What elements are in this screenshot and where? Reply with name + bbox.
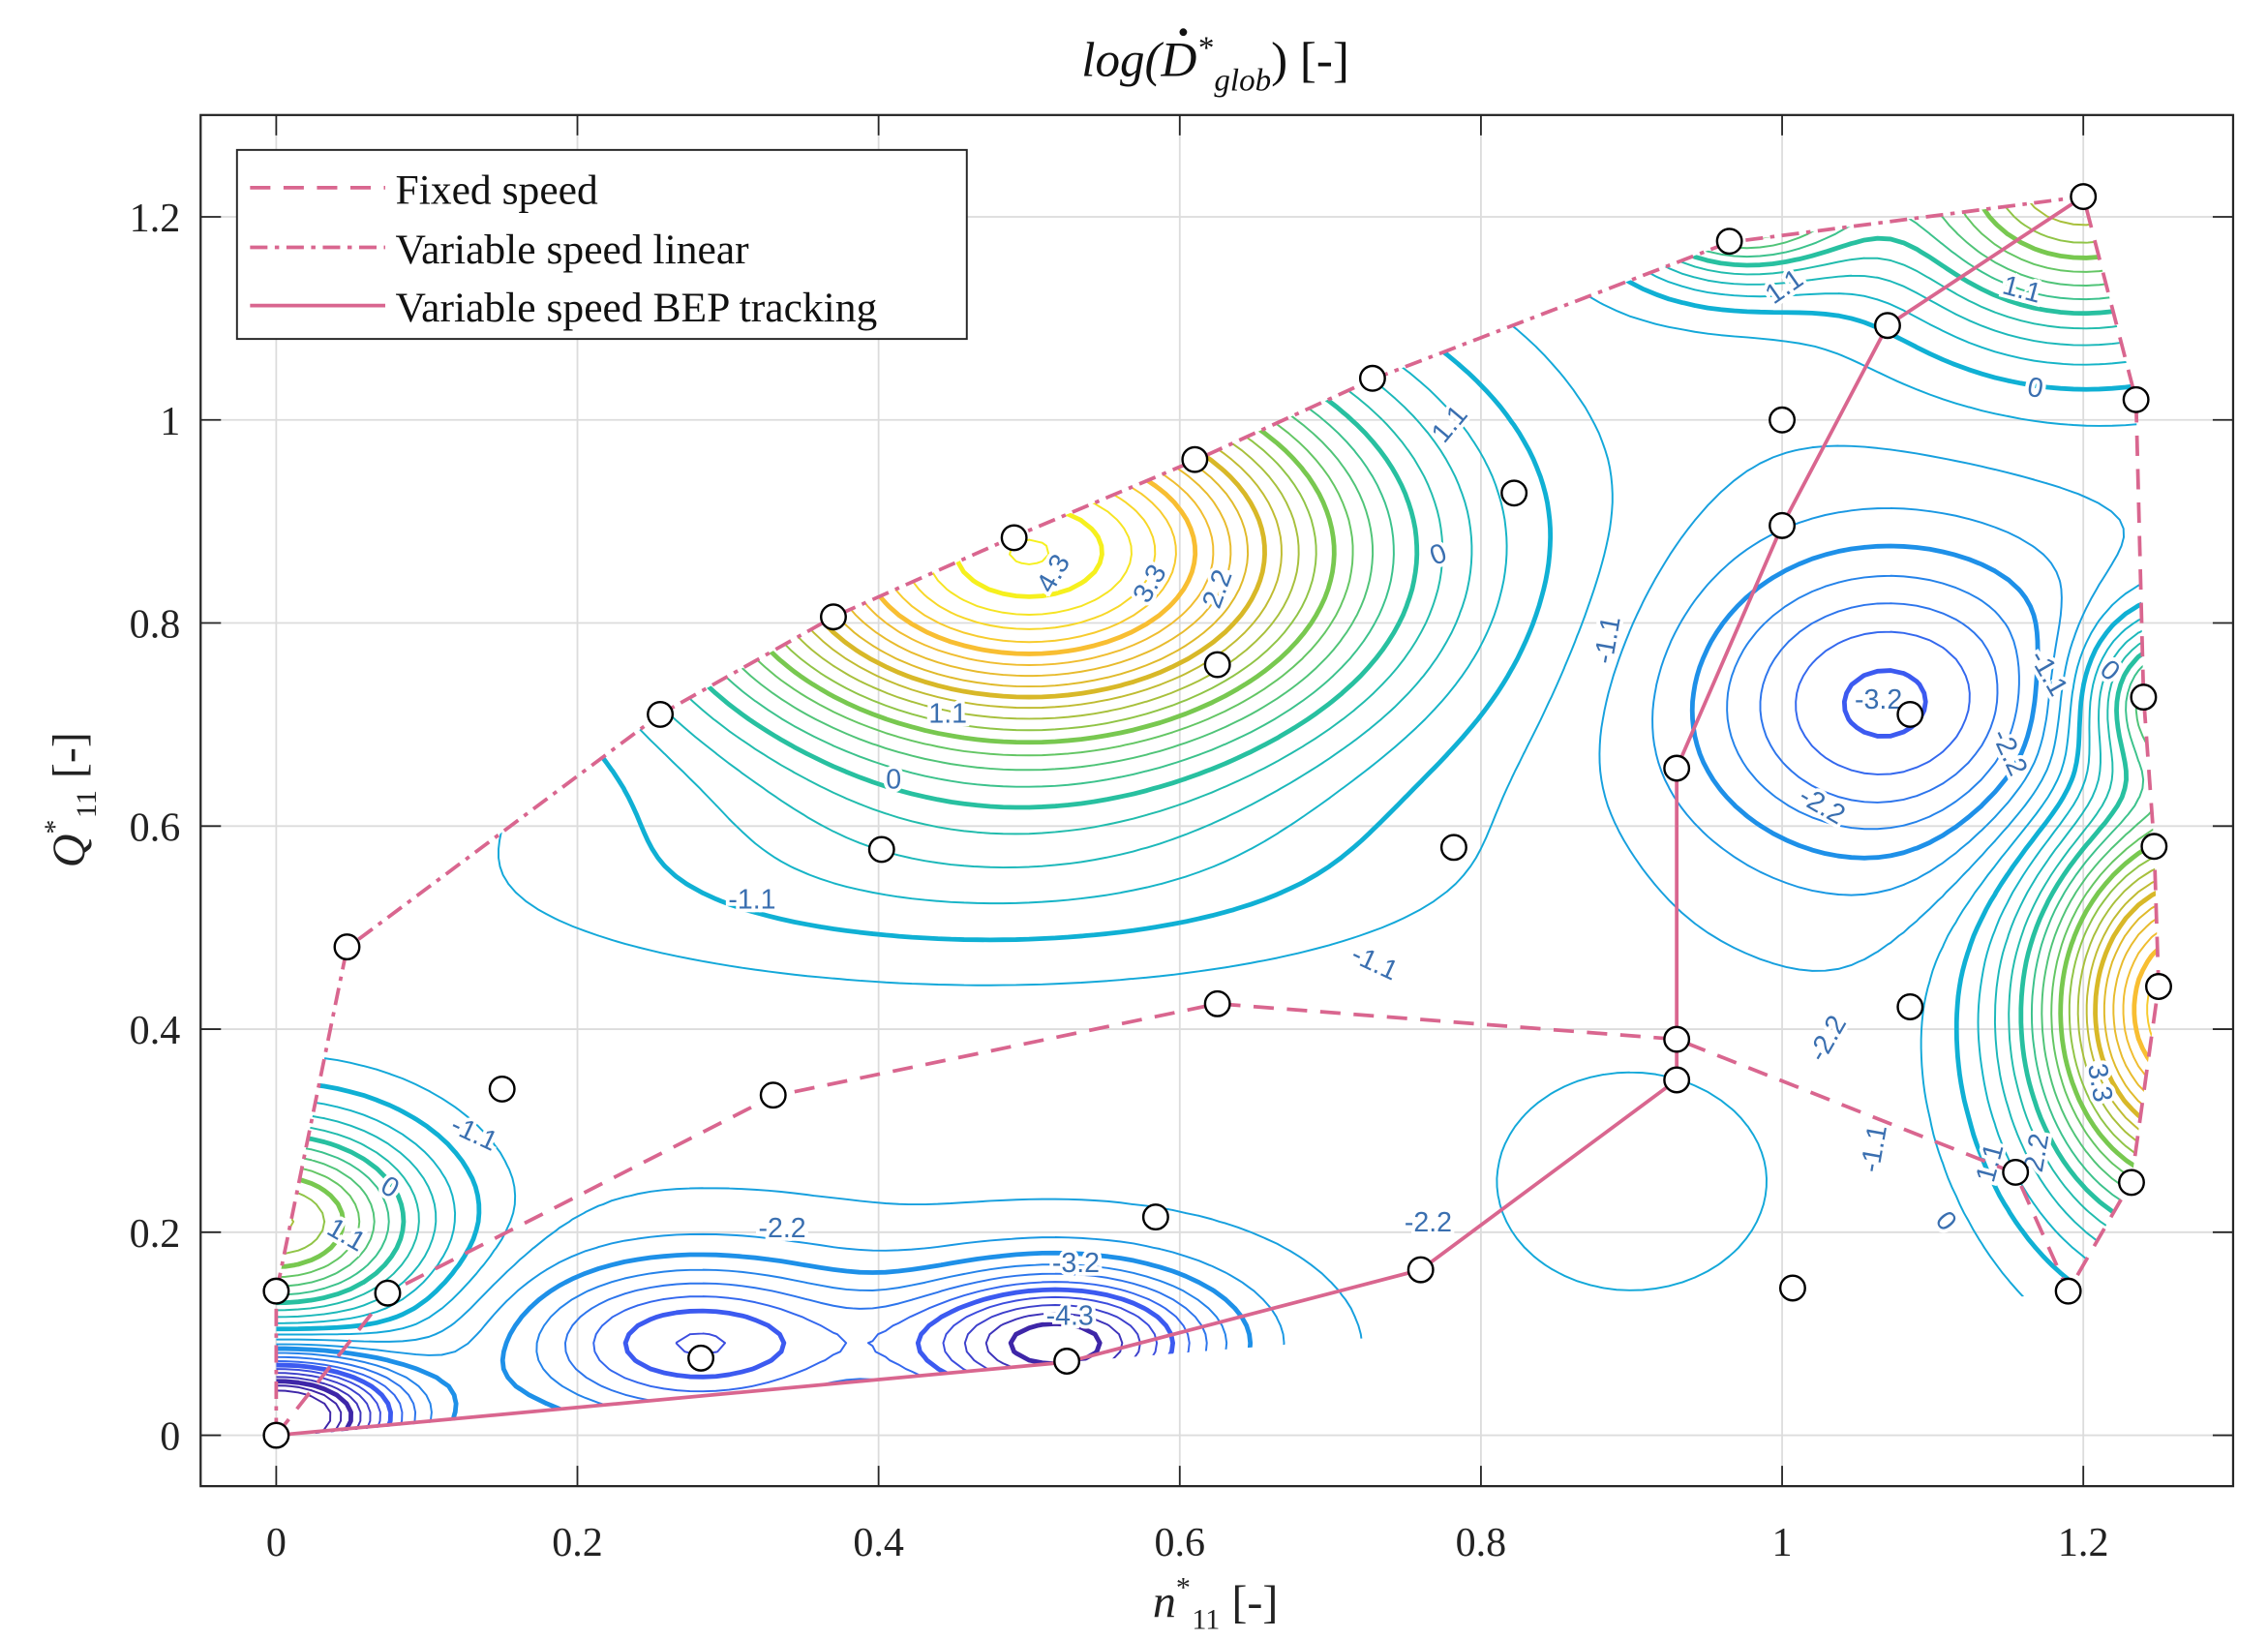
axes-frame — [199, 113, 2235, 1488]
y-label-symbol: Q — [44, 835, 95, 868]
contour-label: -2.2 — [759, 1213, 806, 1244]
operating-point-marker — [1181, 445, 1209, 473]
title-suffix: ) [-] — [1271, 32, 1349, 87]
contour-label: 1.1 — [928, 699, 967, 730]
contour-label: -2.2 — [1405, 1207, 1452, 1238]
y-tick-label: 0 — [160, 1415, 180, 1460]
operating-point-marker — [1663, 1025, 1691, 1053]
operating-point-marker — [2122, 385, 2150, 413]
x-axis-label: n*11 [-] — [1153, 1571, 1278, 1635]
series-line-dashdot — [274, 195, 2084, 1436]
y-tick-label: 1 — [160, 400, 180, 444]
operating-point-marker — [1358, 364, 1386, 392]
contour-label: 0 — [886, 765, 901, 796]
operating-point-marker — [1406, 1256, 1435, 1284]
y-label-sub: 11 — [71, 790, 103, 818]
operating-point-marker — [1896, 993, 1924, 1020]
operating-point-marker — [1663, 1066, 1691, 1094]
y-tick-label: 0.2 — [130, 1212, 181, 1257]
operating-point-marker — [374, 1279, 402, 1307]
operating-point-marker — [2145, 973, 2172, 1000]
y-tick-label: 0.6 — [130, 805, 181, 850]
x-tick-label: 0.4 — [853, 1521, 904, 1565]
operating-point-marker — [1873, 312, 1901, 340]
contour-label: -3.2 — [1052, 1248, 1100, 1279]
x-tick-label: 0.2 — [552, 1521, 603, 1565]
chart-title: log(D*glob) [-] — [1081, 31, 1349, 98]
y-label-sup: * — [39, 820, 71, 835]
operating-point-marker — [2054, 1277, 2082, 1305]
title-symbol: D — [1161, 32, 1197, 87]
x-label-unit: [-] — [1231, 1576, 1278, 1627]
operating-point-marker — [1769, 511, 1797, 539]
operating-point-marker — [1769, 406, 1797, 434]
contour-label: -4.3 — [1046, 1300, 1094, 1331]
operating-point-marker — [1053, 1348, 1081, 1375]
title-prefix: log( — [1081, 32, 1164, 87]
operating-point-marker — [1663, 754, 1691, 782]
operating-point-marker — [1141, 1203, 1169, 1231]
legend-label-bep-tracking: Variable speed BEP tracking — [396, 285, 878, 331]
operating-point-marker — [1896, 700, 1924, 728]
operating-point-marker — [1715, 228, 1743, 256]
title-dot-accent — [1179, 28, 1188, 37]
operating-point-marker — [1778, 1274, 1806, 1302]
operating-point-marker — [262, 1421, 290, 1449]
contour-label: -1.1 — [728, 884, 775, 915]
operating-point-marker — [2130, 683, 2158, 712]
x-tick-label: 1.2 — [2058, 1521, 2109, 1565]
y-label-unit: [-] — [44, 732, 95, 778]
y-tick-label: 0.8 — [130, 603, 181, 648]
operating-point-marker — [2070, 183, 2098, 211]
contour-label: 3.3 — [2081, 1061, 2118, 1105]
x-tick-label: 0.6 — [1154, 1521, 1205, 1565]
y-tick-label: 1.2 — [130, 197, 181, 241]
operating-point-marker — [333, 933, 361, 961]
operating-point-marker — [2140, 833, 2168, 861]
x-tick-label: 0.8 — [1456, 1521, 1507, 1565]
operating-point-marker — [867, 835, 895, 864]
x-label-symbol: n — [1153, 1576, 1176, 1627]
legend-label-variable-linear: Variable speed linear — [396, 227, 750, 273]
operating-point-marker — [2118, 1169, 2145, 1197]
x-tick-label: 1 — [1772, 1521, 1793, 1565]
x-tick-label: 0 — [266, 1521, 287, 1565]
legend: Fixed speed Variable speed linear Variab… — [235, 148, 968, 341]
axis-ticks: 0 0.2 0.4 0.6 0.8 1 1.2 0 0.2 0.4 0.6 0.8 1 1.2 — [130, 114, 2233, 1565]
contour-label: -3.2 — [1855, 684, 1902, 715]
y-tick-label: 0.4 — [130, 1009, 181, 1053]
operating-point-marker — [820, 603, 847, 631]
operating-point-marker — [759, 1081, 787, 1109]
legend-box — [235, 148, 968, 341]
operating-point-marker — [262, 1277, 290, 1305]
title-sup: * — [1196, 31, 1213, 66]
operating-point-marker — [647, 700, 675, 728]
operating-point-marker — [488, 1075, 516, 1103]
legend-label-fixed-speed: Fixed speed — [396, 167, 598, 213]
operating-point-marker — [1203, 651, 1231, 679]
y-axis-label: Q*11 [-] — [39, 732, 103, 867]
operating-point-marker — [1000, 524, 1028, 552]
operating-point-markers — [262, 183, 2172, 1449]
operating-point-marker — [1439, 834, 1467, 862]
title-sub: glob — [1214, 63, 1271, 98]
operating-point-marker — [1500, 479, 1528, 507]
operating-point-marker — [687, 1344, 715, 1372]
x-label-sup: * — [1176, 1571, 1191, 1603]
grid — [200, 114, 2233, 1487]
operating-point-marker — [2002, 1158, 2030, 1186]
x-label-sub: 11 — [1192, 1603, 1220, 1635]
operating-point-marker — [1203, 989, 1231, 1017]
